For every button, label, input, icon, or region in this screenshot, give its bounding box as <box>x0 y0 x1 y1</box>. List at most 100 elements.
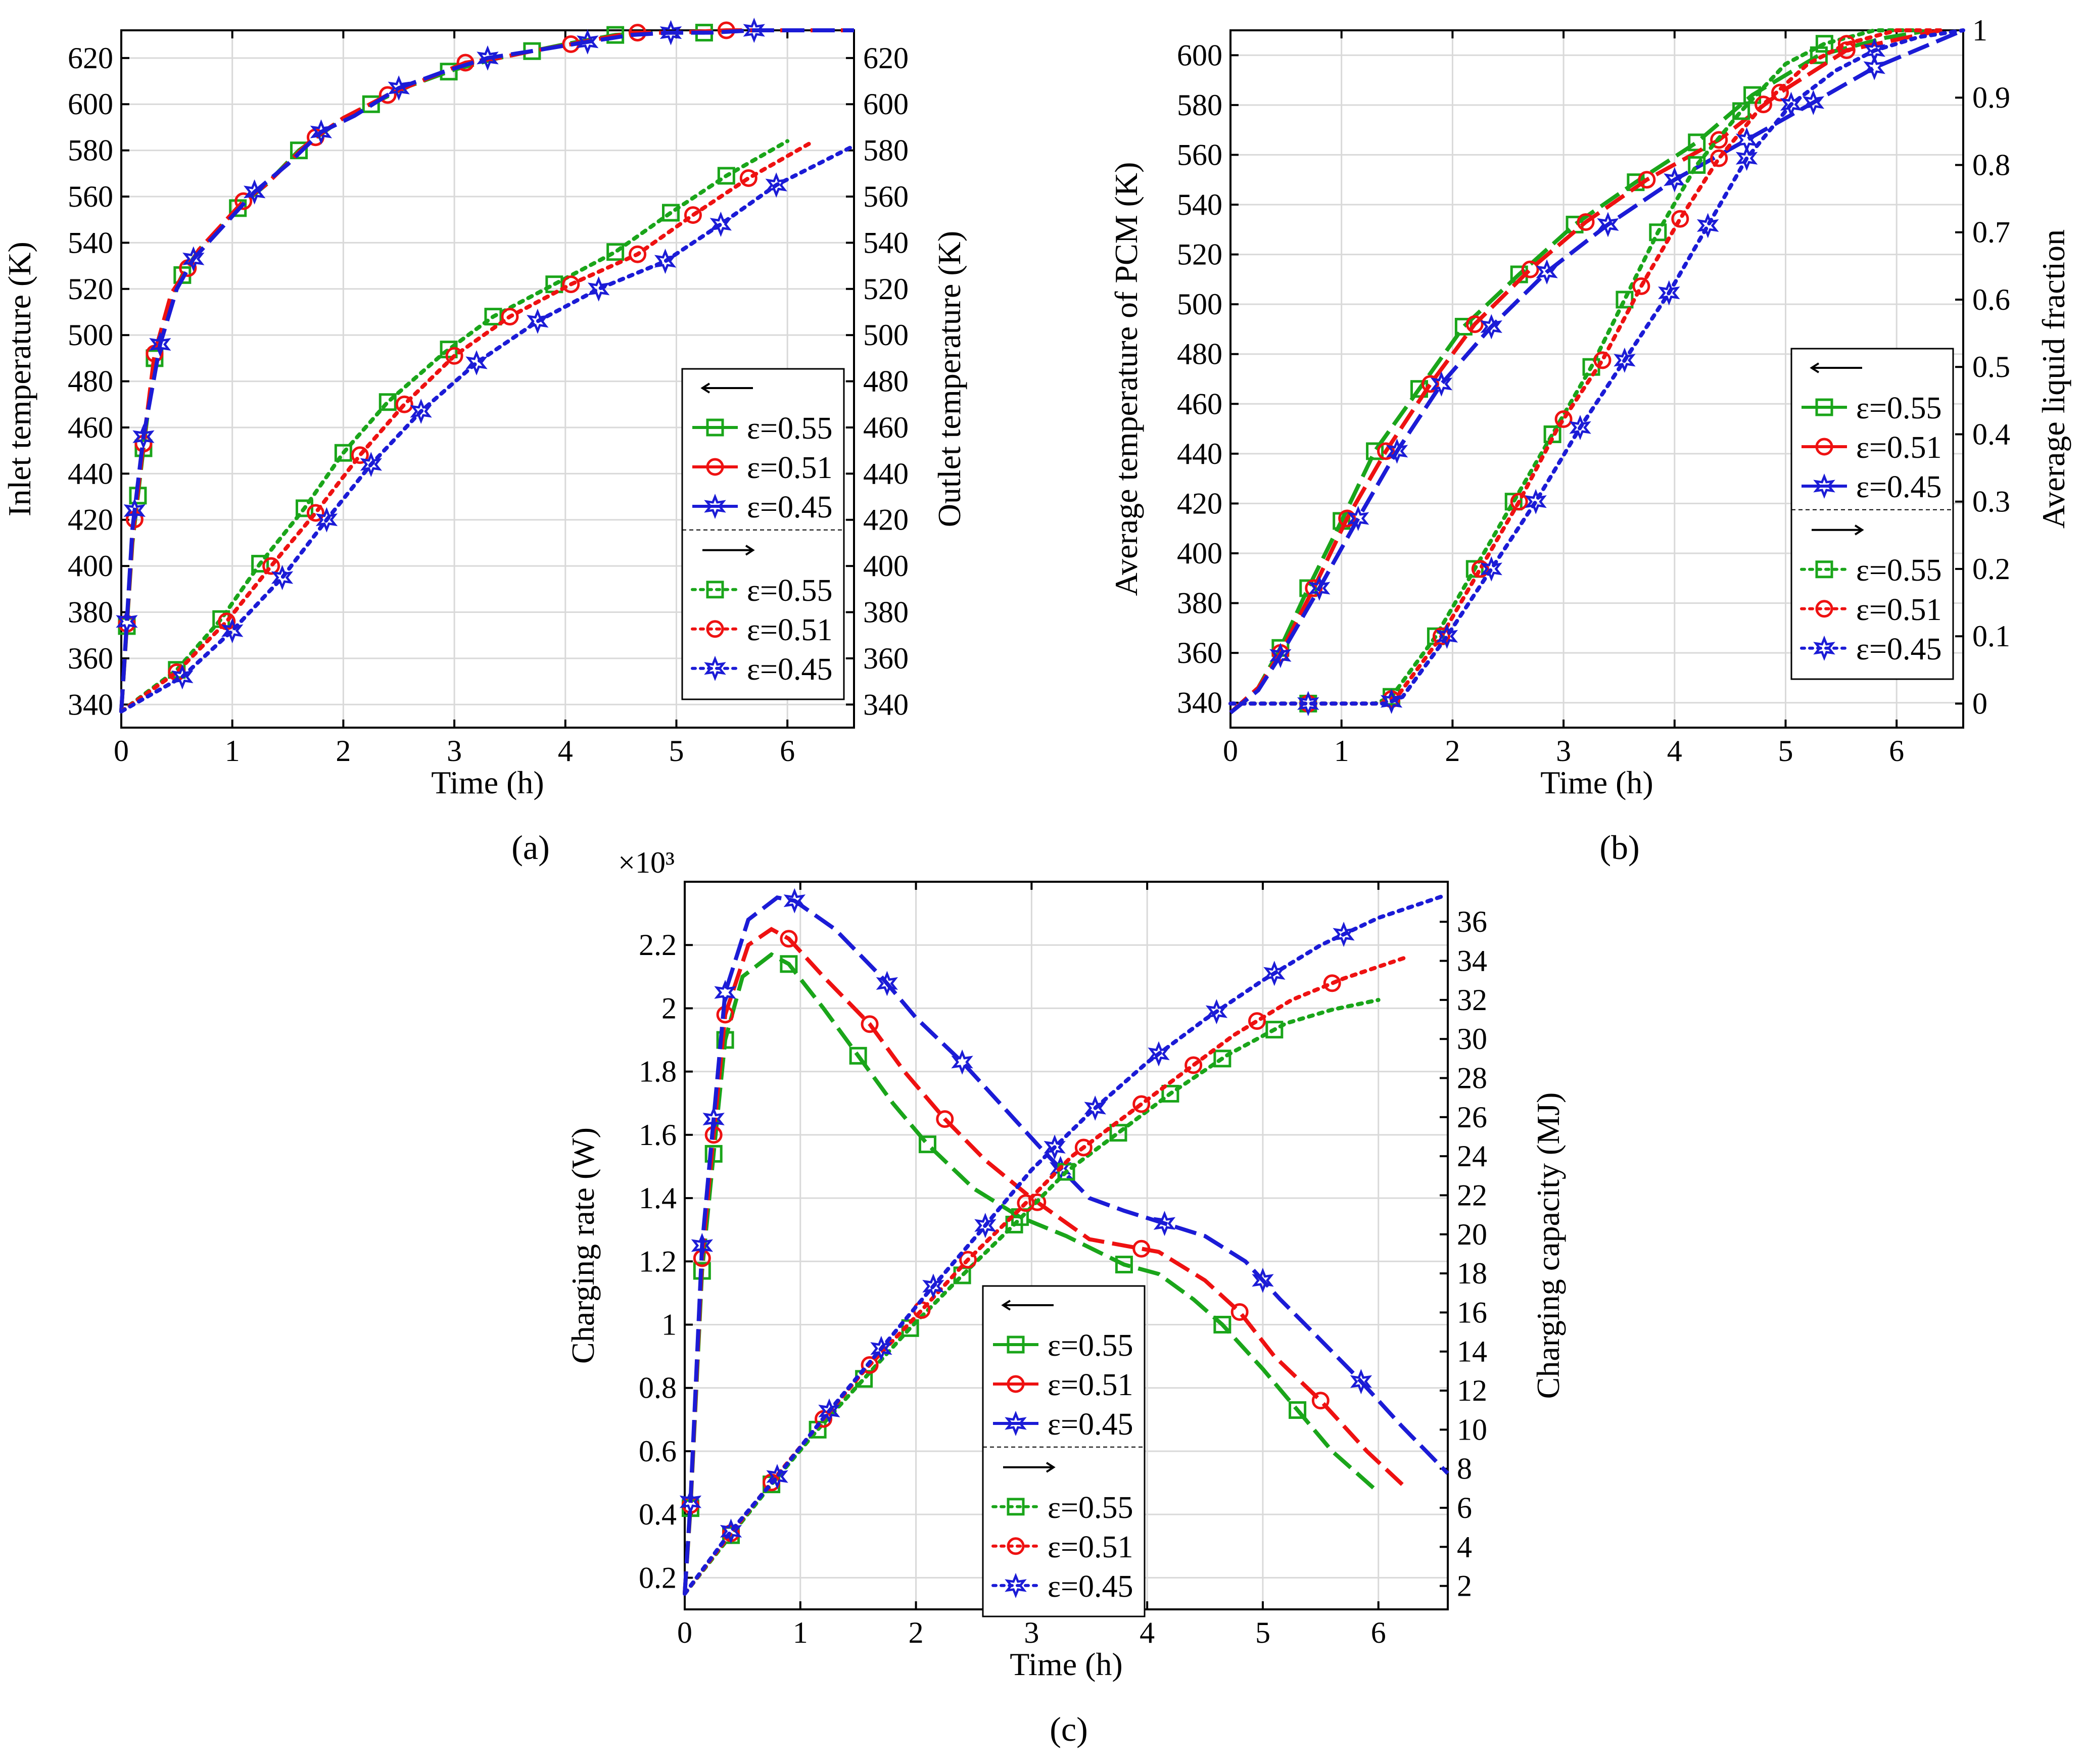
y-right-tick-label: 18 <box>1457 1257 1487 1290</box>
data-point-marker <box>1521 260 1539 278</box>
y-right-tick-label: 420 <box>863 503 909 537</box>
y-right-tick-label: 1 <box>1972 14 1987 47</box>
series-line <box>1228 28 1944 706</box>
legend-marker <box>1007 1375 1025 1393</box>
left-arrow-icon <box>700 383 710 394</box>
data-point-marker <box>922 1273 944 1299</box>
y-right-tick-label: 0.9 <box>1972 81 2010 114</box>
x-tick-label: 0 <box>677 1616 692 1649</box>
y-right-tick-label: 360 <box>863 642 909 675</box>
y-left-tick-label: 560 <box>1177 138 1222 171</box>
legend-box <box>681 368 845 700</box>
x-tick-label: 6 <box>1889 734 1904 768</box>
data-point-marker <box>1436 624 1458 649</box>
legend-marker <box>1005 1410 1027 1437</box>
data-point-marker <box>1465 315 1484 333</box>
data-point-marker <box>1323 974 1341 992</box>
data-point-marker <box>743 17 765 43</box>
data-point-marker <box>182 246 205 272</box>
data-point-marker <box>501 308 519 326</box>
data-point-marker <box>606 26 625 44</box>
x-tick-label: 4 <box>1140 1616 1155 1649</box>
x-tick-label: 3 <box>1024 1616 1039 1649</box>
legend: ε=0.55 ε=0.51 ε=0.45 ε=0.55 ε=0.51 ε=0.45 <box>681 368 845 700</box>
y-left-tick-label: 2.2 <box>639 928 677 962</box>
data-point-marker <box>1638 171 1656 189</box>
data-point-marker <box>149 331 171 357</box>
y-left-tick-label: 1.8 <box>639 1055 677 1088</box>
data-point-marker <box>1432 627 1450 645</box>
x-tick-label: 2 <box>336 734 351 768</box>
y-left-tick-label: 420 <box>68 503 113 537</box>
y-right-tick-label: 620 <box>863 41 909 75</box>
y-right-tick-label: 440 <box>863 457 909 490</box>
data-point-marker <box>1153 1211 1176 1236</box>
legend-label: ε=0.45 <box>747 490 833 525</box>
y-left-tick-label: 340 <box>1177 686 1222 720</box>
data-point-marker <box>1380 688 1403 714</box>
data-point-marker <box>1732 102 1750 120</box>
y-right-tick-label: 380 <box>863 596 909 629</box>
x-tick-label: 2 <box>909 1616 924 1649</box>
y-left-tick-label: 1.6 <box>639 1118 677 1152</box>
y-right-tick-label: 0.7 <box>1972 216 2010 249</box>
y-right-tick-label: 14 <box>1457 1335 1487 1368</box>
legend-box <box>1790 348 1954 680</box>
y-right-tick-label: 520 <box>863 272 909 306</box>
y-left-tick-label: 420 <box>1177 487 1222 520</box>
y-left-tick-label: 400 <box>1177 537 1222 570</box>
y-left-tick-label: 340 <box>68 688 113 721</box>
data-point-marker <box>1569 415 1591 441</box>
legend-label: ε=0.51 <box>1048 1530 1133 1564</box>
data-point-marker <box>1863 55 1885 80</box>
data-point-marker <box>1308 575 1331 601</box>
x-tick-label: 1 <box>1334 734 1349 768</box>
data-point-marker <box>1780 91 1803 117</box>
series-left-eps-0.45 <box>116 17 854 712</box>
data-point-marker <box>702 1106 725 1132</box>
data-point-marker <box>360 452 383 478</box>
data-point-marker <box>1577 213 1595 231</box>
data-point-marker <box>720 1518 742 1544</box>
data-point-marker <box>1664 167 1686 193</box>
data-point-marker <box>1614 347 1636 373</box>
x-axis-label: Time (h) <box>1540 765 1653 800</box>
data-point-marker <box>1802 89 1825 115</box>
legend-label: ε=0.55 <box>747 574 833 608</box>
y-right-axis-label: Outlet temperature (K) <box>931 231 967 527</box>
data-point-marker <box>1510 493 1528 511</box>
y-left-tick-label: 0.2 <box>639 1561 677 1594</box>
data-point-marker <box>395 395 413 413</box>
data-point-marker <box>1837 35 1856 53</box>
y-right-tick-label: 480 <box>863 365 909 398</box>
y-right-tick-label: 6 <box>1457 1491 1472 1524</box>
x-tick-label: 5 <box>1778 734 1793 768</box>
plot-frame <box>120 29 855 729</box>
data-point-marker <box>1148 1041 1170 1067</box>
data-point-marker <box>410 398 432 424</box>
data-point-marker <box>310 119 333 145</box>
y-right-tick-label: 12 <box>1457 1374 1487 1407</box>
data-point-marker <box>1265 1021 1284 1039</box>
data-point-marker <box>1184 1056 1203 1074</box>
data-point-marker <box>1597 212 1619 237</box>
data-point-marker <box>1115 1256 1133 1274</box>
data-point-marker <box>709 211 732 237</box>
y-right-axis-label: Average liquid fraction <box>2035 229 2071 529</box>
y-left-tick-label: 380 <box>1177 587 1222 620</box>
y-right-tick-label: 16 <box>1457 1296 1487 1329</box>
left-arrow-icon <box>1810 362 1820 373</box>
panel-label: (c) <box>1050 1710 1087 1748</box>
y-right-tick-label: 30 <box>1457 1022 1487 1056</box>
data-point-marker <box>388 75 410 101</box>
data-point-marker <box>1465 560 1484 578</box>
y-left-axis-label: Inlet temperature (K) <box>2 242 37 516</box>
y-right-tick-label: 32 <box>1457 983 1487 1017</box>
data-point-marker <box>484 308 502 326</box>
series-right-eps-0.55 <box>119 139 790 713</box>
data-point-marker <box>1771 83 1789 102</box>
x-tick-label: 1 <box>793 1616 808 1649</box>
data-point-marker <box>1632 277 1650 295</box>
y-left-tick-label: 520 <box>1177 238 1222 271</box>
data-point-marker <box>306 504 324 522</box>
